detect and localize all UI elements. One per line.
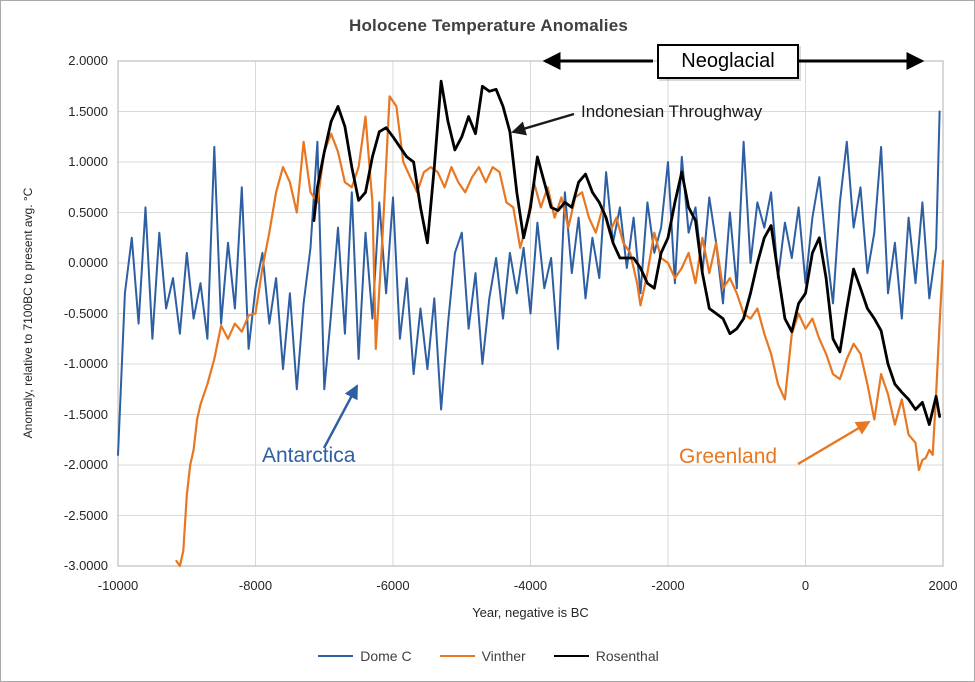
indonesian-throughway-label: Indonesian Throughway [581,102,763,121]
legend: Dome C Vinther Rosenthal [1,648,974,664]
antarctica-arrow [322,384,359,449]
series-line-vinther [175,95,945,568]
dome-c-line-swatch [318,655,354,657]
greenland-label: Greenland [679,445,778,468]
legend-item-rosenthal: Rosenthal [553,648,659,664]
indonesian-throughway-arrow [511,112,575,136]
legend-item-dome-c: Dome C [318,648,412,664]
neoglacial-label: Neoglacial [681,50,775,72]
vinther-line-swatch [439,655,475,657]
neoglacial-annotation-box: Neoglacial [657,44,799,79]
chart-title: Holocene Temperature Anomalies [348,16,629,35]
dome-c-legend-label: Dome C [360,648,412,664]
y-axis-title: Anomaly, relative to 7100BC to present a… [21,187,35,439]
vinther-legend-label: Vinther [481,648,526,664]
rosenthal-legend-label: Rosenthal [595,648,659,664]
legend-item-vinther: Vinther [439,648,526,664]
x-axis-title: Year, negative is BC [472,605,589,620]
series-line-dome-c [117,110,941,456]
antarctica-label: Antarctica [262,444,356,467]
greenland-arrow [797,420,871,466]
series-line-rosenthal [312,79,941,426]
plot-border [117,60,944,567]
rosenthal-line-swatch [553,655,589,657]
